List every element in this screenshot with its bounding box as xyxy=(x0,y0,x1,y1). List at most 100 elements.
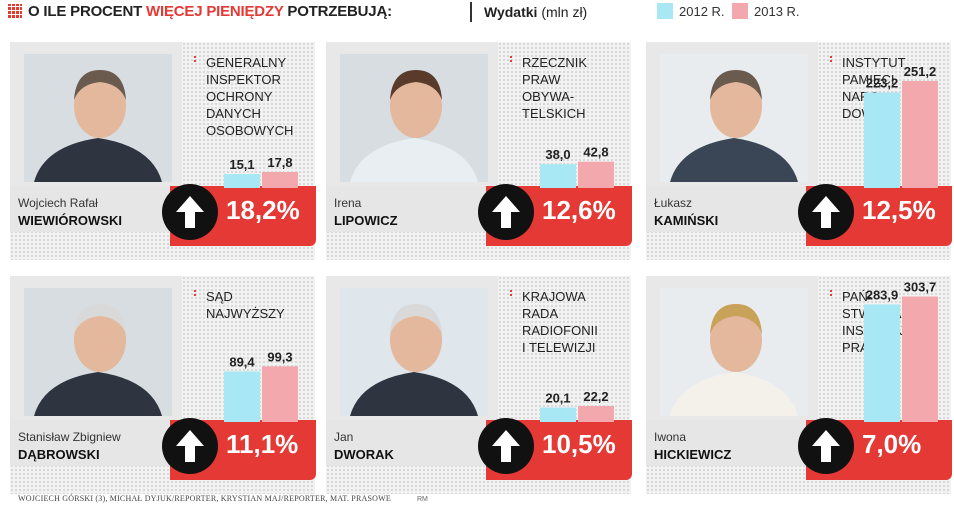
last-name: DWORAK xyxy=(334,447,394,462)
legend-item-2012: 2012 R. xyxy=(657,3,725,19)
institution-line: PAMIĘCI xyxy=(842,72,895,87)
bar-2013 xyxy=(902,81,938,188)
legend-swatch-2012 xyxy=(657,3,673,19)
institution-name: KRAJOWA RADA RADIOFONII I TELEWIZJI xyxy=(522,288,598,356)
bar-2012-value-label: 89,4 xyxy=(229,355,255,370)
panel-1: Wojciech Rafał WIEWIÓROWSKI 18,2% GENERALNY… xyxy=(10,42,316,260)
up-arrow-glyph xyxy=(812,196,840,228)
up-arrow-icon xyxy=(162,184,218,240)
name-box: Iwona HICKIEWICZ xyxy=(646,420,806,466)
institution-line: I TELEWIZJI xyxy=(522,340,596,355)
institution-line: RADIOFONII xyxy=(522,323,598,338)
legend-item-2013: 2013 R. xyxy=(732,3,800,19)
bar-2013-value-label: 303,7 xyxy=(904,280,937,295)
last-name: WIEWIÓROWSKI xyxy=(18,213,122,228)
institution-line: KRAJOWA xyxy=(522,289,586,304)
institution-line: RADA xyxy=(522,306,559,321)
up-arrow-icon xyxy=(798,418,854,474)
percent-change-label: 12,6% xyxy=(542,195,616,225)
institution-line: GENERALNY xyxy=(206,55,287,70)
bar-2012-value-label: 20,1 xyxy=(545,391,570,406)
last-name: LIPOWICZ xyxy=(334,213,398,228)
grid-icon xyxy=(8,4,22,18)
last-name: DĄBROWSKI xyxy=(18,447,100,462)
institution-line: OBYWA- xyxy=(522,89,575,104)
bar-2013 xyxy=(262,172,298,188)
bar-2012 xyxy=(540,407,576,422)
panel-2: Irena LIPOWICZ 12,6% RZECZNIK PRAW OBYWA- TELS… xyxy=(326,42,632,260)
institution-line: NAJWYŻSZY xyxy=(206,306,285,321)
panel-4: Stanisław Zbigniew DĄBROWSKI 11,1% SĄD NAJWY… xyxy=(10,276,316,494)
institution-marker xyxy=(830,290,838,296)
bar-2012 xyxy=(540,164,576,188)
portrait-silhouette xyxy=(24,288,172,416)
bar-2012 xyxy=(864,92,900,188)
bar-2012-value-label: 38,0 xyxy=(545,147,570,162)
institution-line: DANYCH xyxy=(206,106,261,121)
institution-marker xyxy=(194,56,202,62)
percent-change-label: 10,5% xyxy=(542,429,616,459)
institution-name: SĄD NAJWYŻSZY xyxy=(206,288,285,322)
up-arrow-glyph xyxy=(492,430,520,462)
bar-2012-value-label: 15,1 xyxy=(229,157,254,172)
portrait-silhouette xyxy=(660,54,808,182)
institution-line: RZECZNIK xyxy=(522,55,587,70)
name-box: Jan DWORAK xyxy=(326,420,486,466)
bar-pair: 15,1 17,8 xyxy=(224,155,298,188)
institution-marker xyxy=(510,56,518,62)
bar-pair: 38,0 42,8 xyxy=(540,145,614,188)
up-arrow-glyph xyxy=(812,430,840,462)
photo-credits: WOJCIECH GÓRSKI (3), MICHAŁ DYJUK/REPORT… xyxy=(18,494,391,503)
header-divider xyxy=(470,2,472,22)
legend-label-2013: 2013 R. xyxy=(754,3,800,19)
institution-name: GENERALNY INSPEKTOR OCHRONY DANYCH OSOBOWYCH xyxy=(206,54,293,139)
bar-2012 xyxy=(224,371,260,422)
bar-pair: 20,1 22,2 xyxy=(540,389,614,422)
bar-2013-value-label: 99,3 xyxy=(267,349,292,364)
bar-2013 xyxy=(578,161,614,188)
photo-frame xyxy=(326,276,498,450)
portrait-silhouette xyxy=(660,288,808,416)
bar-2013-value-label: 17,8 xyxy=(267,155,292,170)
portrait-photo xyxy=(340,54,488,182)
institution-line: INSTYTUT xyxy=(842,55,906,70)
up-arrow-icon xyxy=(798,184,854,240)
portrait-photo xyxy=(660,54,808,182)
legend-label-2012: 2012 R. xyxy=(679,3,725,19)
bar-2013 xyxy=(902,296,938,422)
first-name: Irena xyxy=(334,196,362,210)
panel-3: ŁukaszKAMIŃSKI12,5%INSTYTUTPAMIĘCINARO-D… xyxy=(646,42,952,260)
bar-pair: 223,2 251,2 xyxy=(864,64,938,188)
portrait-silhouette xyxy=(340,288,488,416)
first-name: Iwona xyxy=(654,430,687,444)
portrait-silhouette xyxy=(24,54,172,182)
bar-2013-value-label: 251,2 xyxy=(904,64,937,79)
percent-change-label: 11,1% xyxy=(226,429,299,459)
panel-6: IwonaHICKIEWICZ7,0%PAŃ-STWOWAINSPEKCJAPR… xyxy=(646,276,952,494)
first-name: Wojciech Rafał xyxy=(18,196,98,210)
portrait-photo xyxy=(24,54,172,182)
bar-pair: 283,9 303,7 xyxy=(864,280,938,422)
expenses-label: Wydatki (mln zł) xyxy=(484,4,588,20)
portrait-silhouette xyxy=(340,54,488,182)
name-box: Irena LIPOWICZ xyxy=(326,186,486,232)
bar-2012 xyxy=(864,304,900,422)
bar-2012-value-label: 283,9 xyxy=(866,287,899,302)
institution-line: OCHRONY xyxy=(206,89,273,104)
up-arrow-icon xyxy=(478,418,534,474)
percent-change-label: 12,5% xyxy=(862,195,936,225)
first-name: Łukasz xyxy=(654,196,693,210)
institution-line: OSOBOWYCH xyxy=(206,123,294,138)
last-name: KAMIŃSKI xyxy=(654,213,719,228)
portrait-photo xyxy=(340,288,488,416)
up-arrow-glyph xyxy=(176,430,204,462)
institution-marker xyxy=(510,290,518,296)
bar-pair: 89,4 99,3 xyxy=(224,349,298,422)
up-arrow-glyph xyxy=(492,196,520,228)
bar-2012 xyxy=(224,174,260,188)
up-arrow-icon xyxy=(478,184,534,240)
bar-2013 xyxy=(262,366,298,422)
institution-line: PRAW xyxy=(522,72,561,87)
up-arrow-icon xyxy=(162,418,218,474)
first-name: Stanisław Zbigniew xyxy=(18,430,121,444)
